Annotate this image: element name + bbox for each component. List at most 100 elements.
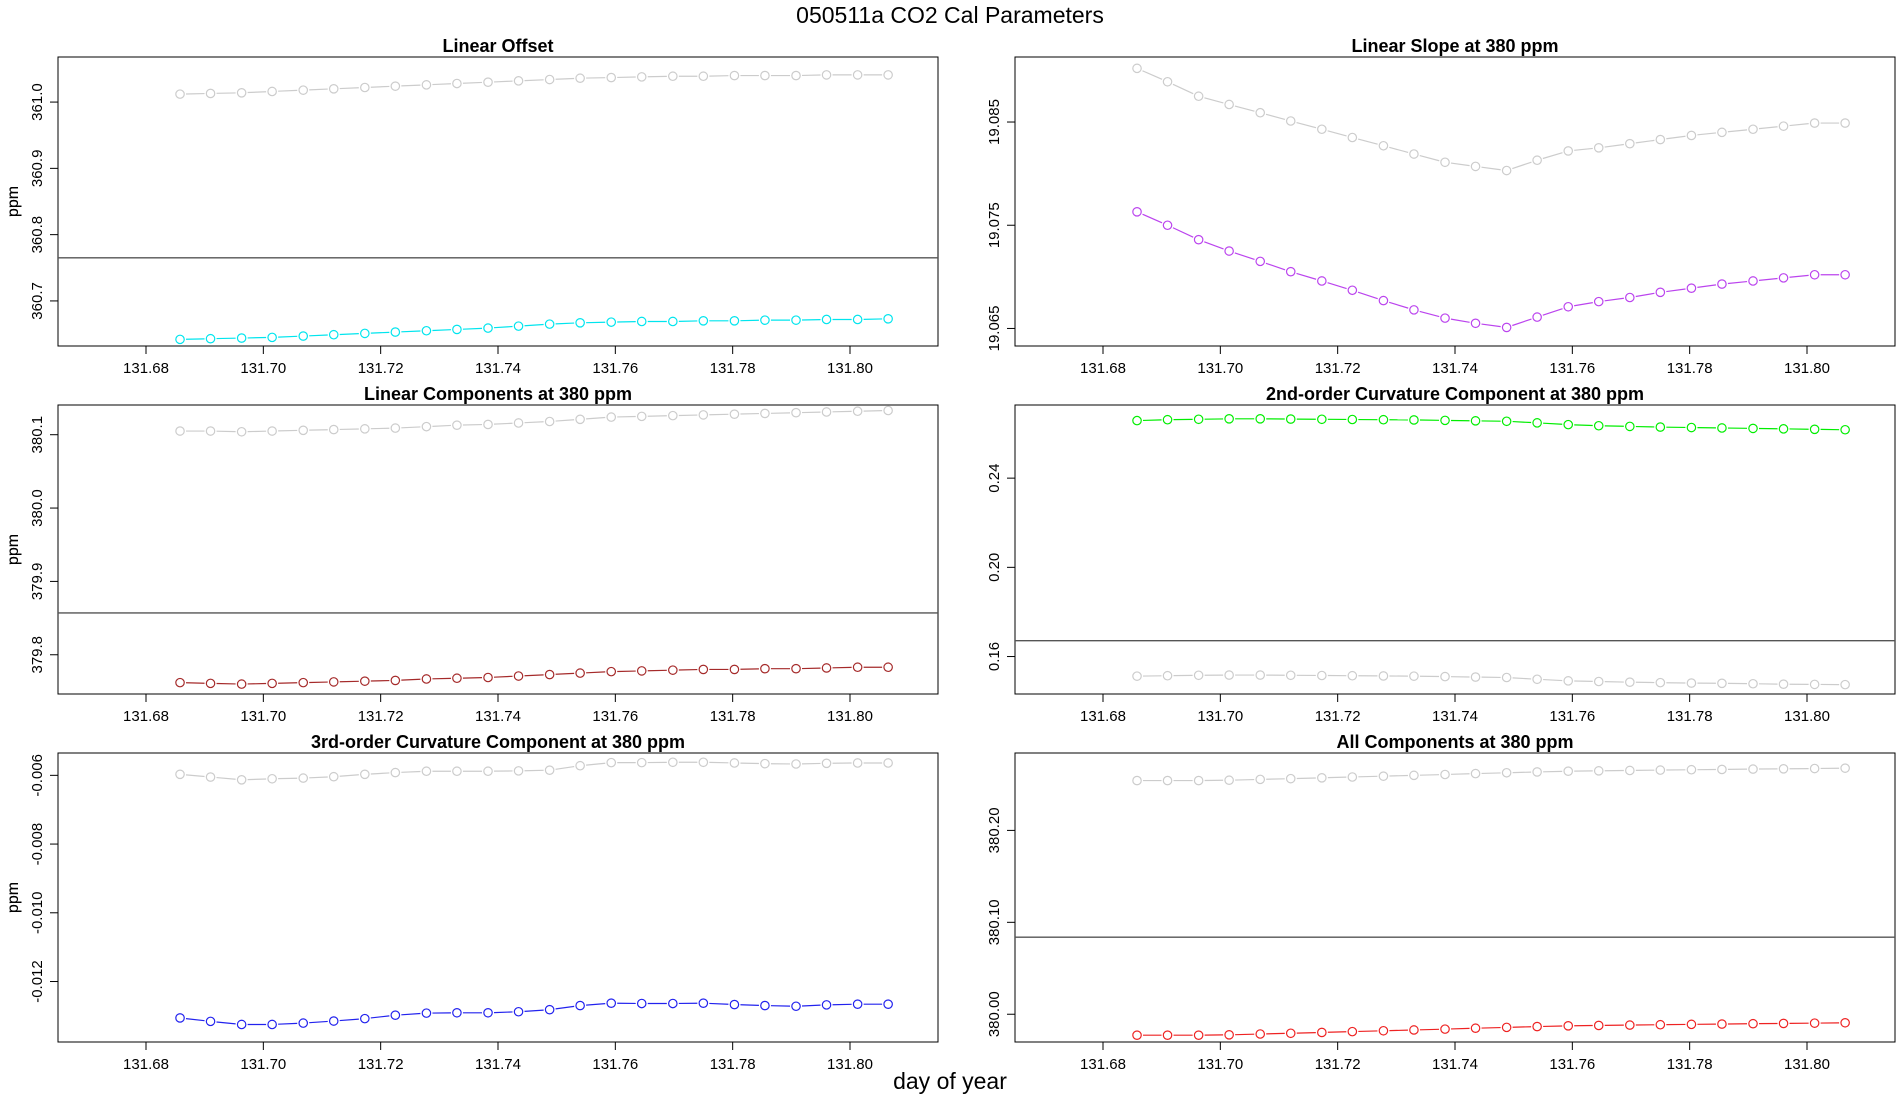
data-point bbox=[1317, 1027, 1327, 1038]
series-line-segment bbox=[278, 335, 298, 338]
series-line-segment bbox=[278, 89, 298, 92]
series-line-segment bbox=[1789, 274, 1809, 278]
series-line-segment bbox=[1481, 772, 1501, 775]
y-tick-label: 360.8 bbox=[29, 216, 46, 254]
data-point bbox=[1162, 414, 1173, 425]
data-point bbox=[205, 426, 216, 436]
data-point bbox=[1840, 763, 1850, 773]
series-line-segment bbox=[1327, 1031, 1347, 1033]
series-line-segment bbox=[1574, 302, 1593, 307]
x-tick-label: 131.72 bbox=[358, 708, 404, 725]
data-point bbox=[390, 675, 401, 686]
series-line-segment bbox=[1204, 241, 1224, 250]
data-point bbox=[1532, 155, 1542, 166]
data-point bbox=[390, 767, 401, 778]
data-point bbox=[421, 674, 432, 684]
data-point bbox=[1317, 670, 1327, 681]
data-point bbox=[760, 758, 770, 769]
data-point bbox=[1501, 672, 1512, 683]
data-point bbox=[236, 1019, 247, 1030]
data-point bbox=[1840, 118, 1850, 128]
data-point bbox=[205, 1016, 216, 1027]
data-point bbox=[267, 678, 277, 689]
x-tick-label: 131.78 bbox=[710, 1056, 756, 1073]
series-line-segment bbox=[309, 1020, 328, 1024]
data-point bbox=[1162, 775, 1173, 786]
data-point bbox=[760, 408, 770, 419]
y-tick-label: -0.008 bbox=[29, 823, 46, 866]
data-point bbox=[821, 663, 832, 673]
data-point bbox=[1625, 421, 1635, 432]
data-point bbox=[1255, 256, 1266, 267]
data-point bbox=[852, 406, 863, 417]
data-point bbox=[1748, 124, 1758, 135]
data-point bbox=[1378, 671, 1389, 681]
x-tick-label: 131.72 bbox=[1315, 1056, 1361, 1073]
data-point bbox=[1347, 414, 1358, 425]
data-point bbox=[513, 671, 524, 681]
series-line-segment bbox=[401, 770, 421, 773]
data-point bbox=[1224, 99, 1234, 110]
data-point bbox=[1501, 322, 1512, 333]
data-point bbox=[421, 421, 432, 432]
data-point bbox=[883, 405, 893, 416]
data-point bbox=[1317, 414, 1327, 425]
series-line-segment bbox=[1604, 143, 1624, 148]
x-tick-label: 131.74 bbox=[1432, 360, 1478, 377]
data-point bbox=[483, 419, 493, 430]
data-point bbox=[1224, 414, 1234, 424]
data-point bbox=[791, 759, 801, 769]
x-tick-label: 131.74 bbox=[475, 360, 521, 377]
data-point bbox=[575, 1000, 585, 1011]
x-tick-label: 131.76 bbox=[592, 1056, 638, 1073]
series-line-segment bbox=[555, 1005, 575, 1010]
data-point bbox=[1470, 768, 1481, 779]
data-point bbox=[668, 316, 678, 327]
data-point bbox=[852, 314, 863, 325]
series-line-segment bbox=[1635, 139, 1655, 144]
data-point bbox=[1162, 1030, 1173, 1040]
plot-frame bbox=[1014, 752, 1896, 1043]
data-point bbox=[698, 410, 709, 420]
data-point bbox=[544, 669, 555, 680]
x-tick-label: 131.78 bbox=[710, 708, 756, 725]
series-line-segment bbox=[309, 88, 328, 91]
data-point bbox=[1132, 1030, 1142, 1040]
data-point bbox=[483, 77, 493, 87]
data-point bbox=[1625, 138, 1635, 149]
data-point bbox=[1470, 416, 1481, 426]
data-point bbox=[698, 757, 709, 768]
series-line-segment bbox=[1481, 1026, 1501, 1029]
data-point bbox=[1809, 118, 1820, 128]
series-line-segment bbox=[801, 1004, 821, 1007]
data-point bbox=[1686, 764, 1697, 775]
series-line-segment bbox=[524, 323, 544, 327]
series-line-segment bbox=[1234, 105, 1255, 112]
panel-title: Linear Offset bbox=[442, 36, 553, 56]
x-tick-label: 131.80 bbox=[827, 360, 873, 377]
data-point bbox=[1563, 146, 1574, 156]
data-point bbox=[1285, 116, 1296, 126]
data-point bbox=[1748, 764, 1758, 774]
x-tick-label: 131.78 bbox=[1667, 708, 1713, 725]
series-line-segment bbox=[1481, 323, 1501, 328]
data-point bbox=[791, 70, 801, 81]
x-tick-label: 131.70 bbox=[240, 360, 286, 377]
data-point bbox=[760, 315, 770, 325]
series-line-segment bbox=[1357, 291, 1378, 300]
data-point bbox=[1440, 415, 1450, 426]
panel-title: All Components at 380 ppm bbox=[1336, 732, 1573, 752]
series-line-segment bbox=[1419, 1028, 1440, 1031]
data-point bbox=[698, 71, 709, 82]
series-line-segment bbox=[586, 762, 606, 766]
data-point bbox=[575, 318, 585, 328]
data-point bbox=[1501, 165, 1512, 176]
data-point bbox=[791, 315, 801, 325]
data-point bbox=[1532, 767, 1542, 777]
series-line-segment bbox=[370, 772, 390, 775]
data-point bbox=[1347, 670, 1358, 681]
data-point bbox=[1224, 670, 1234, 680]
data-point bbox=[452, 1007, 462, 1018]
data-point bbox=[729, 999, 740, 1010]
